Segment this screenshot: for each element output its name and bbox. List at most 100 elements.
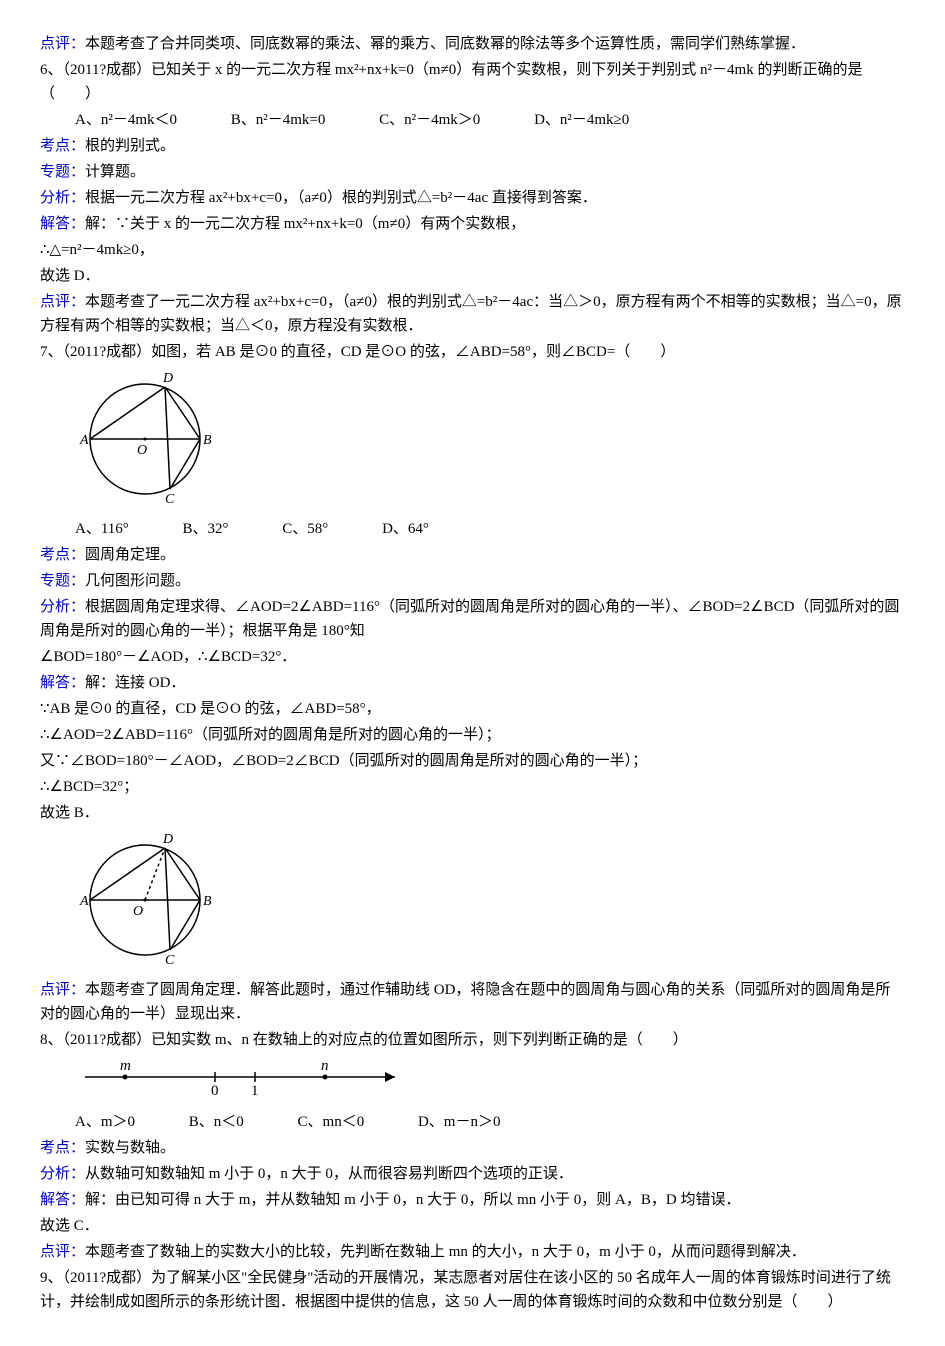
label-O: O [137,443,147,458]
q7-jieda6: 故选 B． [40,801,905,825]
q8-dianping: 点评：本题考查了数轴上的实数大小的比较，先判断在数轴上 mn 的大小，n 大于 … [40,1240,905,1264]
label-C: C [165,492,175,504]
line-AD [90,848,165,900]
q6-optA: A、n²－4mk＜0 [75,108,177,132]
q7-options: A、116° B、32° C、58° D、64° [40,517,905,541]
q7-zhuanti-text: 几何图形问题。 [85,573,190,589]
label-jieda: 解答： [40,216,85,232]
label-fenxi: 分析： [40,1166,85,1182]
q8-jieda2: 故选 C． [40,1214,905,1238]
q7-optA: A、116° [75,517,129,541]
label-O: O [133,904,143,919]
label-A: A [79,894,89,909]
line-AD [90,387,165,439]
q6-zhuanti: 专题：计算题。 [40,160,905,184]
q8-dianping-text: 本题考查了数轴上的实数大小的比较，先判断在数轴上 mn 的大小，n 大于 0，m… [85,1244,806,1260]
q5-review-text: 本题考查了合并同类项、同底数幂的乘法、幂的乘方、同底数幂的除法等多个运算性质，需… [85,36,805,52]
label-dianping: 点评： [40,294,85,310]
label-B: B [203,894,212,909]
q7-stem: 7、（2011?成都）如图，若 AB 是⊙0 的直径，CD 是⊙O 的弦，∠AB… [40,340,905,364]
label-fenxi: 分析： [40,599,85,615]
q6-optB: B、n²－4mk=0 [231,108,326,132]
label-D: D [162,832,173,847]
label-B: B [203,433,212,448]
q7-fenxi2: ∠BOD=180°－∠AOD，∴∠BCD=32°． [40,645,905,669]
label-C: C [165,953,175,965]
q6-fenxi-text: 根据一元二次方程 ax²+bx+c=0，（a≠0）根的判别式△=b²－4ac 直… [85,190,597,206]
q6-stem: 6、（2011?成都）已知关于 x 的一元二次方程 mx²+nx+k=0（m≠0… [40,58,905,106]
q8-options: A、m＞0 B、n＜0 C、mn＜0 D、m－n＞0 [40,1110,905,1134]
q6-kaodian-text: 根的判别式。 [85,138,175,154]
point-n [323,1075,328,1080]
q7-jieda3: ∴∠AOD=2∠ABD=116°（同弧所对的圆周角是所对的圆心角的一半）； [40,723,905,747]
label-fenxi: 分析： [40,190,85,206]
label-A: A [79,433,89,448]
line-DC [165,387,170,489]
q7-jieda1: 解：连接 OD． [85,675,185,691]
label-0: 0 [211,1083,219,1097]
label-m: m [120,1058,131,1074]
q7-fenxi1: 根据圆周角定理求得、∠AOD=2∠ABD=116°（同弧所对的圆周角是所对的圆心… [40,599,899,639]
q7-dianping: 点评：本题考查了圆周角定理．解答此题时，通过作辅助线 OD，将隐含在题中的圆周角… [40,978,905,1026]
q7-jieda2: ∵AB 是⊙0 的直径，CD 是⊙O 的弦，∠ABD=58°， [40,697,905,721]
label-dianping: 点评： [40,36,85,52]
q8-numberline: m 0 1 n [75,1057,905,1105]
numberline-svg: m 0 1 n [75,1057,415,1097]
q6-optD: D、n²－4mk≥0 [534,108,629,132]
q9-stem: 9、（2011?成都）为了解某小区"全民健身"活动的开展情况，某志愿者对居住在该… [40,1266,905,1314]
q6-optC: C、n²－4mk＞0 [379,108,480,132]
q8-stem: 8、（2011?成都）已知实数 m、n 在数轴上的对应点的位置如图所示，则下列判… [40,1028,905,1052]
label-jieda: 解答： [40,1192,85,1208]
label-n: n [321,1058,329,1074]
q7-jieda: 解答：解：连接 OD． [40,671,905,695]
q7-optC: C、58° [282,517,328,541]
q6-kaodian: 考点：根的判别式。 [40,134,905,158]
q6-jieda: 解答：解：∵关于 x 的一元二次方程 mx²+nx+k=0（m≠0）有两个实数根… [40,212,905,236]
numberline-arrow [385,1072,395,1082]
q7-circle-diagram-2: A B C D O [75,830,905,973]
label-kaodian: 考点： [40,547,85,563]
q6-options: A、n²－4mk＜0 B、n²－4mk=0 C、n²－4mk＞0 D、n²－4m… [40,108,905,132]
q8-optD: D、m－n＞0 [418,1110,501,1134]
label-D: D [162,371,173,386]
q6-jieda1: 解：∵关于 x 的一元二次方程 mx²+nx+k=0（m≠0）有两个实数根， [85,216,525,232]
q8-optC: C、mn＜0 [298,1110,365,1134]
q5-review: 点评：本题考查了合并同类项、同底数幂的乘法、幂的乘方、同底数幂的除法等多个运算性… [40,32,905,56]
label-dianping: 点评： [40,1244,85,1260]
q7-kaodian-text: 圆周角定理。 [85,547,175,563]
q6-zhuanti-text: 计算题。 [85,164,145,180]
q7-zhuanti: 专题：几何图形问题。 [40,569,905,593]
q8-optA: A、m＞0 [75,1110,135,1134]
q7-circle-diagram-1: A B C D O [75,369,905,512]
q7-jieda4: 又∵∠BOD=180°－∠AOD，∠BOD=2∠BCD（同弧所对的圆周角是所对的… [40,749,905,773]
line-BD [165,848,200,900]
q8-fenxi: 分析：从数轴可知数轴知 m 小于 0，n 大于 0，从而很容易判断四个选项的正误… [40,1162,905,1186]
q7-optD: D、64° [382,517,429,541]
q6-jieda3: 故选 D． [40,264,905,288]
center-dot [144,899,147,902]
label-dianping: 点评： [40,982,85,998]
q8-optB: B、n＜0 [189,1110,244,1134]
label-kaodian: 考点： [40,138,85,154]
q8-fenxi-text: 从数轴可知数轴知 m 小于 0，n 大于 0，从而很容易判断四个选项的正误． [85,1166,573,1182]
q7-dianping-text: 本题考查了圆周角定理．解答此题时，通过作辅助线 OD，将隐含在题中的圆周角与圆心… [40,982,890,1022]
q6-fenxi: 分析：根据一元二次方程 ax²+bx+c=0，（a≠0）根的判别式△=b²－4a… [40,186,905,210]
label-kaodian: 考点： [40,1140,85,1156]
center-dot [144,438,147,441]
line-DC [165,848,170,950]
label-jieda: 解答： [40,675,85,691]
q7-optB: B、32° [183,517,229,541]
point-m [123,1075,128,1080]
q6-dianping-text: 本题考查了一元二次方程 ax²+bx+c=0，（a≠0）根的判别式△=b²－4a… [40,294,902,334]
q8-kaodian-text: 实数与数轴。 [85,1140,175,1156]
line-BC [170,439,200,489]
q7-fenxi: 分析：根据圆周角定理求得、∠AOD=2∠ABD=116°（同弧所对的圆周角是所对… [40,595,905,643]
q8-jieda: 解答：解：由已知可得 n 大于 m，并从数轴知 m 小于 0，n 大于 0，所以… [40,1188,905,1212]
circle-svg-2: A B C D O [75,830,215,965]
label-zhuanti: 专题： [40,164,85,180]
line-BD [165,387,200,439]
label-1: 1 [251,1083,259,1097]
line-BC [170,900,200,950]
circle-svg-1: A B C D O [75,369,215,504]
label-zhuanti: 专题： [40,573,85,589]
